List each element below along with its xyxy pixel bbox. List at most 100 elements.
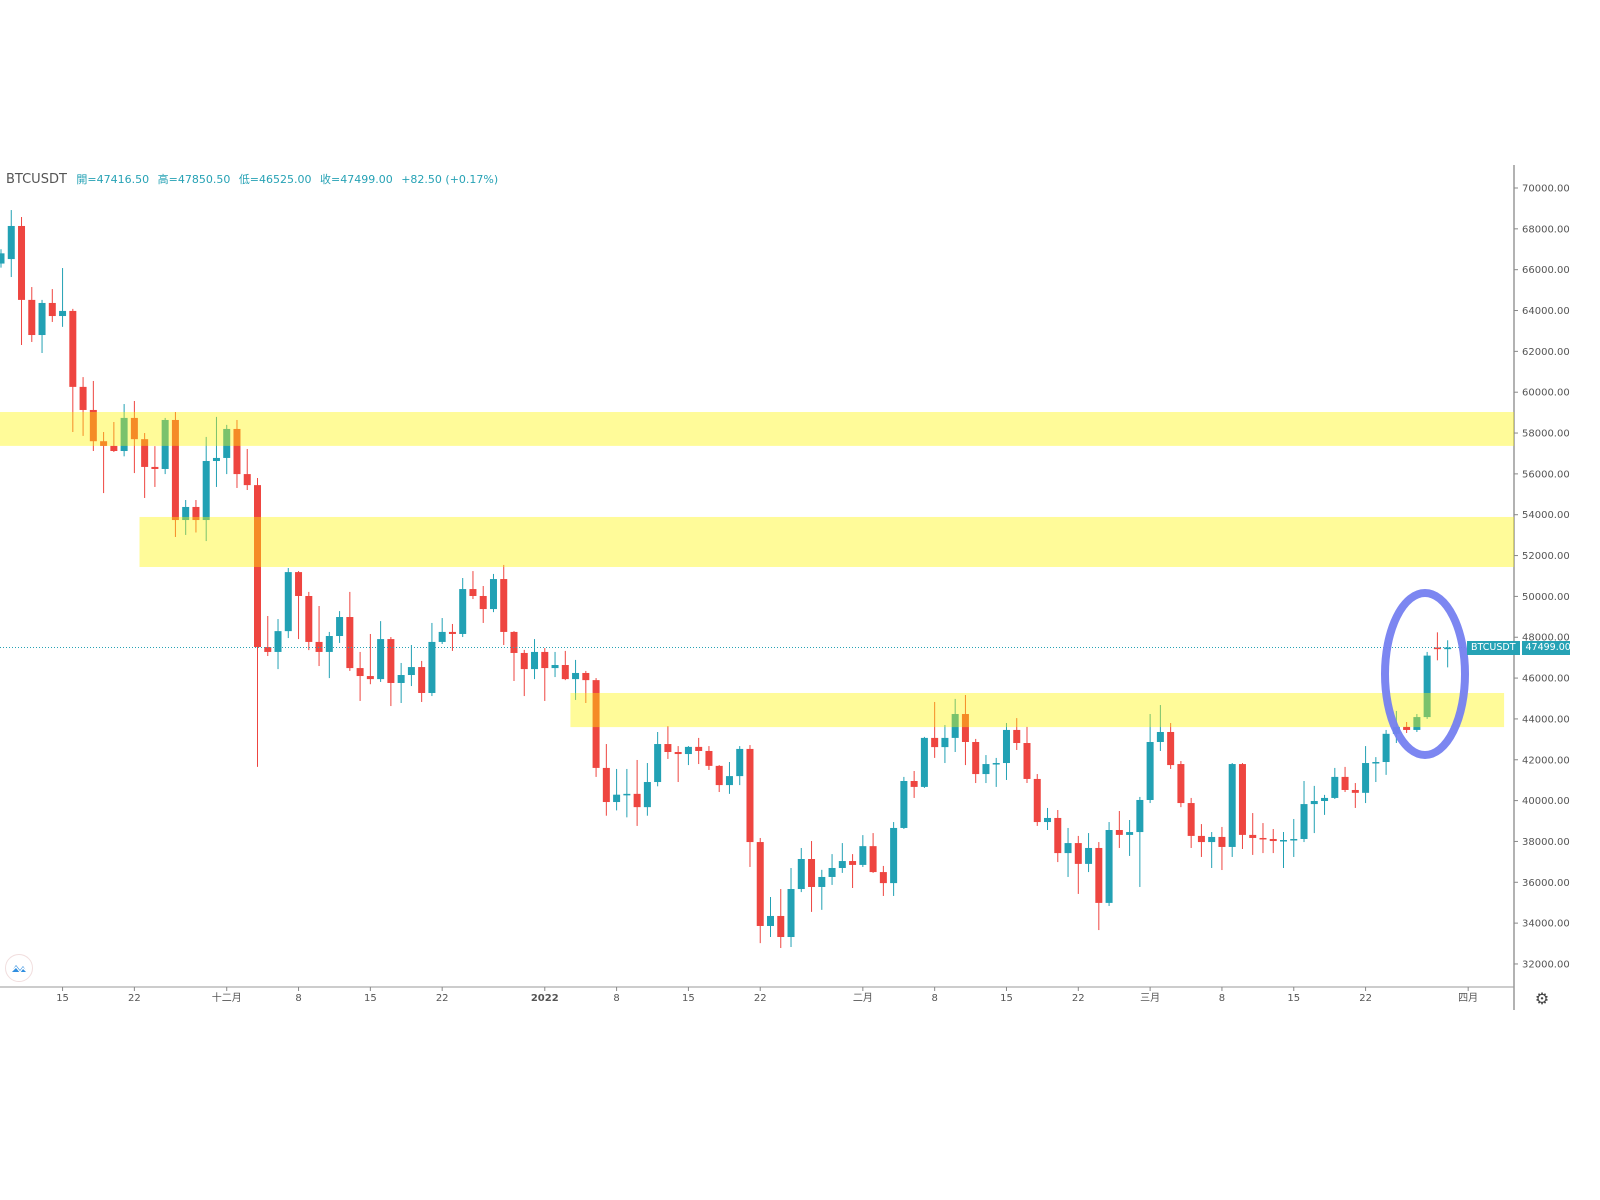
symbol-label[interactable]: BTCUSDT [6,172,67,187]
candle-up[interactable] [161,417,169,475]
candle-down[interactable] [469,571,477,600]
candle-up[interactable] [890,822,898,896]
candle-up[interactable] [0,249,5,268]
candle-down[interactable] [910,770,918,798]
candle-up[interactable] [736,746,744,786]
candle-down[interactable] [1218,826,1226,871]
candle-down[interactable] [151,446,159,487]
candle-down[interactable] [541,648,549,701]
candle-down[interactable] [633,759,641,826]
candle-up[interactable] [212,416,220,487]
candle-down[interactable] [448,623,456,651]
candle-down[interactable] [69,308,77,433]
candle-up[interactable] [838,843,846,873]
candle-up[interactable] [684,746,692,766]
candle-up[interactable] [982,755,990,784]
candle-down[interactable] [243,448,251,491]
candle-down[interactable] [141,433,149,498]
price-zone-highlight[interactable] [0,412,1514,446]
candle-up[interactable] [1105,822,1113,906]
candle-down[interactable] [295,571,303,640]
chart-logo-icon[interactable] [5,954,33,982]
candle-down[interactable] [18,216,26,346]
candle-down[interactable] [130,400,138,474]
candle-down[interactable] [1403,721,1411,734]
candle-up[interactable] [613,768,621,811]
candle-down[interactable] [664,726,672,759]
candle-up[interactable] [787,867,795,948]
candle-down[interactable] [79,377,87,436]
candle-down[interactable] [500,564,508,645]
candle-up[interactable] [59,268,67,327]
candle-down[interactable] [879,865,887,896]
candle-up[interactable] [1362,746,1370,804]
candle-down[interactable] [510,631,518,681]
candle-down[interactable] [561,650,569,681]
candle-down[interactable] [1023,726,1031,784]
candle-up[interactable] [1085,833,1093,873]
candle-up[interactable] [223,424,231,475]
candle-up[interactable] [1300,780,1308,843]
candle-up[interactable] [7,210,15,278]
candle-up[interactable] [767,896,774,938]
candle-up[interactable] [407,644,415,687]
candle-down[interactable] [1269,828,1277,854]
candle-up[interactable] [1126,819,1134,856]
candle-up[interactable] [1208,832,1216,868]
candle-down[interactable] [315,605,323,667]
candle-up[interactable] [1156,705,1164,751]
candle-up[interactable] [828,854,836,885]
candle-up[interactable] [1280,832,1287,868]
candle-down[interactable] [1074,835,1082,894]
candle-up[interactable] [941,725,949,764]
candle-up[interactable] [1413,714,1421,732]
candle-up[interactable] [818,869,826,910]
candle-down[interactable] [89,380,97,452]
candle-down[interactable] [254,477,261,767]
candle-down[interactable] [479,585,487,623]
candle-up[interactable] [920,736,928,788]
candle-down[interactable] [582,670,590,703]
candle-up[interactable] [1146,714,1154,804]
candle-up[interactable] [531,639,539,680]
candle-down[interactable] [1249,813,1257,855]
candle-down[interactable] [171,412,179,537]
candle-up[interactable] [438,618,446,644]
candle-up[interactable] [1444,640,1452,668]
candle-up[interactable] [182,500,190,535]
candle-up[interactable] [992,757,1000,787]
candle-down[interactable] [1238,763,1246,849]
gear-icon[interactable]: ⚙ [1534,989,1550,1008]
candle-up[interactable] [202,436,210,542]
candle-up[interactable] [797,847,805,893]
candle-down[interactable] [346,591,354,671]
candle-down[interactable] [592,678,600,777]
candle-up[interactable] [1382,729,1390,775]
candle-down[interactable] [387,637,395,707]
candle-down[interactable] [705,746,713,770]
candle-up[interactable] [1044,807,1052,831]
candle-down[interactable] [305,591,313,651]
candle-down[interactable] [418,660,426,702]
candle-up[interactable] [120,404,128,457]
candle-up[interactable] [1321,794,1329,815]
candle-down[interactable] [1341,766,1349,793]
highlight-ellipse-annotation[interactable] [1381,589,1469,759]
candle-down[interactable] [264,616,272,657]
candle-down[interactable] [192,500,200,533]
candle-down[interactable] [1187,797,1195,848]
candle-up[interactable] [377,621,385,682]
candle-down[interactable] [674,746,682,783]
candle-down[interactable] [1259,823,1267,854]
candle-down[interactable] [366,633,374,685]
candle-down[interactable] [28,287,36,342]
candle-down[interactable] [1095,842,1103,931]
candle-up[interactable] [725,762,733,794]
candle-down[interactable] [715,765,723,793]
candle-down[interactable] [233,419,241,488]
candle-down[interactable] [1167,723,1175,769]
candle-down[interactable] [931,701,939,758]
candle-up[interactable] [551,651,559,678]
candle-up[interactable] [1136,796,1144,887]
